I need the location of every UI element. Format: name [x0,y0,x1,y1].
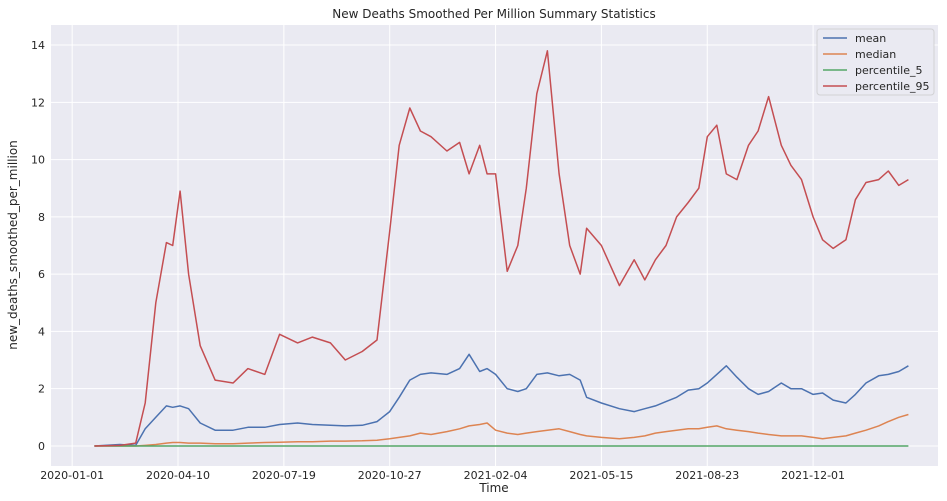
y-axis-ticks: 0 2 4 6 8 10 12 14 [31,39,45,453]
legend-label-mean: mean [855,32,886,45]
chart-title: New Deaths Smoothed Per Million Summary … [332,7,656,21]
legend-box [816,28,935,96]
x-tick-label: 2020-01-01 [40,469,104,482]
x-axis-label: Time [478,481,508,495]
y-axis-label: new_deaths_smoothed_per_million [6,140,20,350]
x-tick-label: 2020-04-10 [146,469,210,482]
series-line-median [94,413,909,447]
x-tick-label: 2020-07-19 [252,469,316,482]
y-tick-label: 2 [38,383,45,396]
series-line-percentile_95 [94,50,909,447]
y-tick-label: 10 [31,154,45,167]
series-lines [94,50,909,447]
x-tick-label: 2021-08-23 [675,469,739,482]
y-tick-label: 12 [31,96,45,109]
y-tick-label: 6 [38,268,45,281]
plot-background [51,25,938,466]
x-tick-label: 2020-10-27 [358,469,422,482]
legend: mean median percentile_5 percentile_95 [816,28,935,96]
y-tick-label: 14 [31,39,45,52]
x-tick-label: 2021-02-04 [464,469,528,482]
x-tick-label: 2021-05-15 [569,469,633,482]
y-tick-label: 4 [38,325,45,338]
x-tick-label: 2021-12-01 [781,469,845,482]
legend-label-percentile_95: percentile_95 [855,80,930,93]
legend-label-percentile_5: percentile_5 [855,64,923,77]
y-tick-label: 0 [38,440,45,453]
y-tick-label: 8 [38,211,45,224]
series-line-mean [94,353,909,447]
legend-label-median: median [855,48,896,61]
x-axis-ticks: 2020-01-01 2020-04-10 2020-07-19 2020-10-27… [40,469,845,482]
